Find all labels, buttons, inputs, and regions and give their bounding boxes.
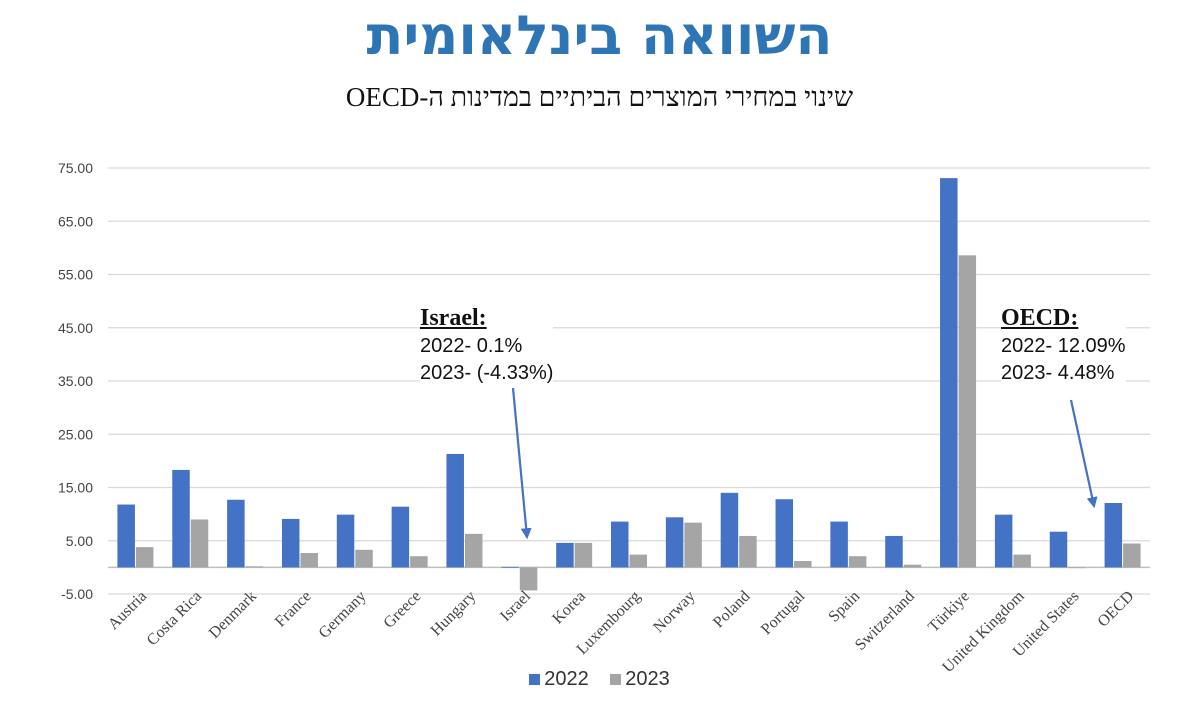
x-tick-label: Germany xyxy=(316,588,370,642)
legend-swatch-2022 xyxy=(529,674,541,685)
oecd-annotation-2023: 2023- 4.48% xyxy=(1001,362,1115,384)
israel-annotation-heading: Israel: xyxy=(420,305,487,331)
chart-legend: 2022 2023 xyxy=(0,668,1199,691)
bar-2022 xyxy=(117,504,135,568)
bar-2023 xyxy=(903,564,922,568)
bar-2023 xyxy=(848,556,867,568)
bar-2023 xyxy=(300,552,318,568)
y-tick-label: 35.00 xyxy=(58,373,93,389)
bar-2022 xyxy=(830,521,848,568)
israel-annotation-2022: 2022- 0.1% xyxy=(420,335,523,357)
bar-2023 xyxy=(574,542,593,568)
bar-2023 xyxy=(410,556,428,568)
bar-2023 xyxy=(355,549,373,568)
bar-2022 xyxy=(994,514,1013,568)
bar-2023 xyxy=(958,255,977,568)
bar-2023 xyxy=(684,522,702,568)
x-tick-label: Austria xyxy=(105,588,150,633)
bar-2023 xyxy=(1068,567,1086,569)
legend-item-2022: 2022 xyxy=(529,668,589,691)
legend-swatch-2023 xyxy=(610,674,622,685)
bar-2022 xyxy=(281,518,300,568)
x-tick-label: Norway xyxy=(650,588,698,636)
x-tick-label: Portugal xyxy=(758,587,809,638)
bar-2022 xyxy=(556,542,574,568)
y-tick-label: 25.00 xyxy=(58,426,93,442)
bar-2022 xyxy=(1049,531,1068,568)
bar-2023 xyxy=(464,533,483,568)
y-tick-label: -5.00 xyxy=(61,586,93,602)
bar-2022 xyxy=(227,499,245,568)
bar-2023 xyxy=(1123,543,1141,568)
bar-2022 xyxy=(611,521,629,568)
legend-item-2023: 2023 xyxy=(610,668,670,691)
oecd-arrow xyxy=(1069,399,1098,509)
bar-2023 xyxy=(245,566,264,568)
israel-annotation: Israel: 2022- 0.1% 2023- (-4.33%) xyxy=(420,303,554,387)
y-tick-label: 55.00 xyxy=(58,267,93,283)
legend-label-2022: 2022 xyxy=(544,668,589,690)
y-tick-label: 65.00 xyxy=(58,213,93,229)
oecd-annotation-2022: 2022- 12.09% xyxy=(1001,335,1126,357)
x-tick-label: Denmark xyxy=(206,588,260,642)
x-tick-label: Switzerland xyxy=(852,588,918,654)
bar-2022 xyxy=(1104,502,1123,568)
page-title: השוואה בינלאומית xyxy=(366,4,833,67)
bar-2022 xyxy=(336,514,355,568)
bar-2023 xyxy=(1013,554,1031,568)
bar-2023 xyxy=(739,535,757,568)
x-tick-label: Costa Rica xyxy=(144,588,205,649)
y-tick-label: 5.00 xyxy=(66,533,93,549)
bar-2022 xyxy=(665,517,684,568)
oecd-annotation-heading: OECD: xyxy=(1001,305,1079,331)
bar-2022 xyxy=(885,535,903,568)
bar-2023 xyxy=(135,547,154,568)
x-tick-label: Israel xyxy=(497,587,535,625)
y-tick-label: 15.00 xyxy=(58,480,93,496)
oecd-annotation: OECD: 2022- 12.09% 2023- 4.48% xyxy=(1001,303,1126,387)
legend-label-2023: 2023 xyxy=(625,668,670,690)
israel-annotation-2023: 2023- (-4.33%) xyxy=(420,362,554,384)
y-tick-label: 45.00 xyxy=(58,320,93,336)
israel-arrow xyxy=(511,387,532,540)
y-tick-label: 75.00 xyxy=(58,160,93,176)
bar-2022 xyxy=(172,469,190,568)
x-tick-label: Hungary xyxy=(428,588,480,640)
bar-2022 xyxy=(940,178,958,568)
bar-2023 xyxy=(629,554,647,568)
bar-2022 xyxy=(775,499,794,568)
bar-2022 xyxy=(391,506,410,568)
bar-2022 xyxy=(446,453,464,568)
bar-2023 xyxy=(190,519,209,568)
bar-2022 xyxy=(501,566,519,568)
x-tick-label: Türkiye xyxy=(925,588,973,636)
bar-2023 xyxy=(794,560,812,568)
bar-2022 xyxy=(720,492,739,568)
page-subtitle: שינוי במחירי המוצרים הביתיים במדינות ה-O… xyxy=(345,82,854,112)
bar-2023 xyxy=(519,567,538,591)
